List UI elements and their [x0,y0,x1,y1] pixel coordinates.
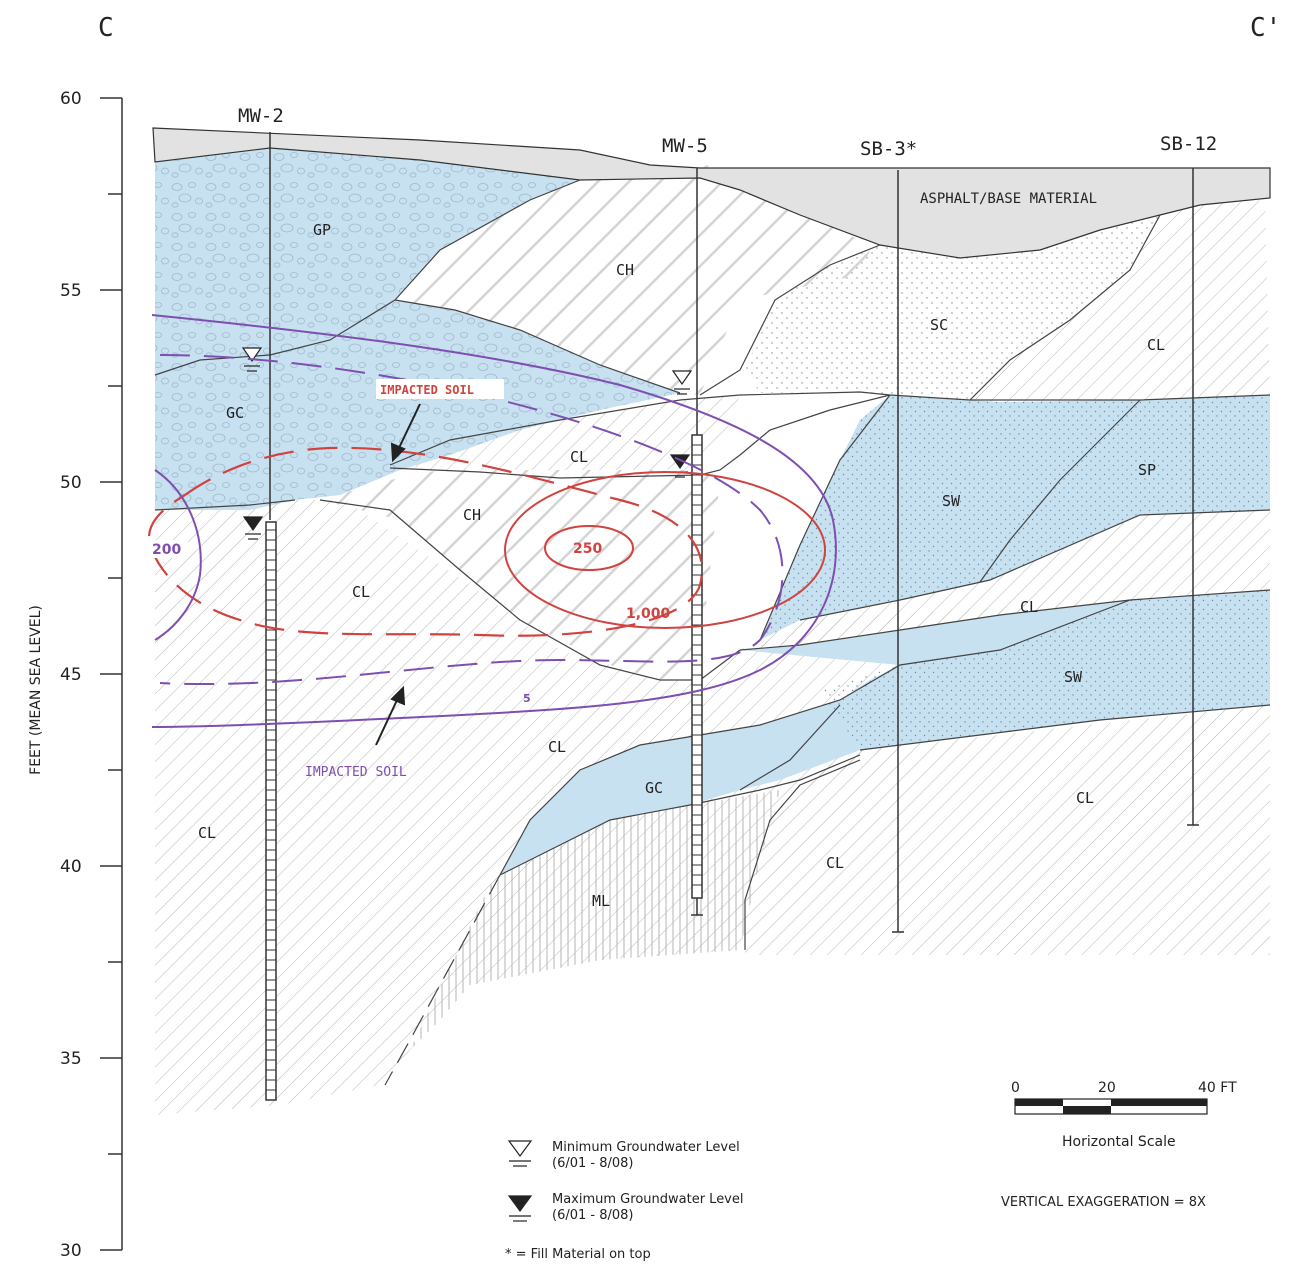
well-lines [269,132,1199,933]
y-axis [100,97,123,1251]
ml-vertical-pattern [410,790,780,1050]
impacted-soil-purple-label: IMPACTED SOIL [305,765,407,780]
unit-gc-upper: GC [226,404,244,422]
scale-bar [1014,1098,1208,1115]
well-screens [265,434,703,1101]
cl-between-sw-hatch [755,510,1270,650]
scale-tick-20: 20 [1098,1080,1116,1096]
unit-sc: SC [930,316,948,334]
unit-cl-bottom-center: CL [826,854,844,872]
unit-asphalt: ASPHALT/BASE MATERIAL [920,191,1097,207]
gp-gc-gravel [155,148,680,510]
well-label-sb-12: SB-12 [1160,133,1217,155]
unit-ch-upper: CH [616,261,634,279]
unit-ml: ML [592,892,610,910]
asphalt-layer [152,127,1271,259]
tick-30: 30 [60,1241,82,1261]
unit-ch-mid: CH [463,506,481,524]
tick-60: 60 [60,89,82,109]
legend-min-title: Minimum Groundwater Level [552,1140,740,1155]
unit-gp: GP [313,221,331,239]
scale-tick-40: 40 FT [1198,1080,1237,1096]
unit-gc-lower: GC [645,779,663,797]
contour-250-label: 250 [573,541,602,557]
well-label-mw-5: MW-5 [662,135,708,157]
contour-1000-label: 1,000 [626,606,671,622]
unit-sw-upper: SW [942,492,961,510]
contact-lines [154,179,1271,950]
tick-40: 40 [60,857,82,877]
unit-cl-bottom-right: CL [1076,789,1094,807]
legend-symbols [507,1140,533,1222]
dashed-contact [384,874,501,1086]
unit-sp: SP [1138,461,1156,479]
unit-cl-center: CL [548,738,566,756]
unit-cl-mid: CL [570,448,588,466]
legend-max-dates: (6/01 - 8/08) [552,1208,634,1223]
legend-min-dates: (6/01 - 8/08) [552,1156,634,1171]
cl-lower-right-hatch [745,705,1270,955]
cl-right-upper-hatch [970,200,1270,402]
unit-cl-bottom-left: CL [198,824,216,842]
sc-dotted [745,215,1160,400]
impacted-soil-red-label: IMPACTED SOIL [380,383,474,397]
unit-cl-between-sw: CL [1020,598,1038,616]
tick-55: 55 [60,281,82,301]
scale-tick-0: 0 [1011,1080,1020,1096]
tick-35: 35 [60,1049,82,1069]
ch-upper-hatch [395,165,870,395]
vertical-exaggeration: VERTICAL EXAGGERATION = 8X [1001,1195,1206,1210]
scale-label: Horizontal Scale [1062,1134,1176,1150]
cl-mid-hatch [390,395,740,470]
unit-cl-left: CL [352,583,370,601]
tick-45: 45 [60,665,82,685]
section-label-c-prime: C' [1250,13,1281,43]
section-label-c: C [98,13,114,43]
contour-5-label: 5 [523,692,531,705]
tick-50: 50 [60,473,82,493]
well-label-sb-3: SB-3* [860,138,917,160]
arrows [375,403,421,746]
y-axis-label: FEET (MEAN SEA LEVEL) [28,605,44,775]
legend-max-title: Maximum Groundwater Level [552,1192,744,1207]
legend-fill-note: * = Fill Material on top [505,1247,651,1262]
contours [147,314,837,728]
well-label-mw-2: MW-2 [238,105,284,127]
unit-sw-lower: SW [1064,668,1083,686]
contour-200-label: 200 [152,542,181,558]
unit-cl-right-upper: CL [1147,336,1165,354]
